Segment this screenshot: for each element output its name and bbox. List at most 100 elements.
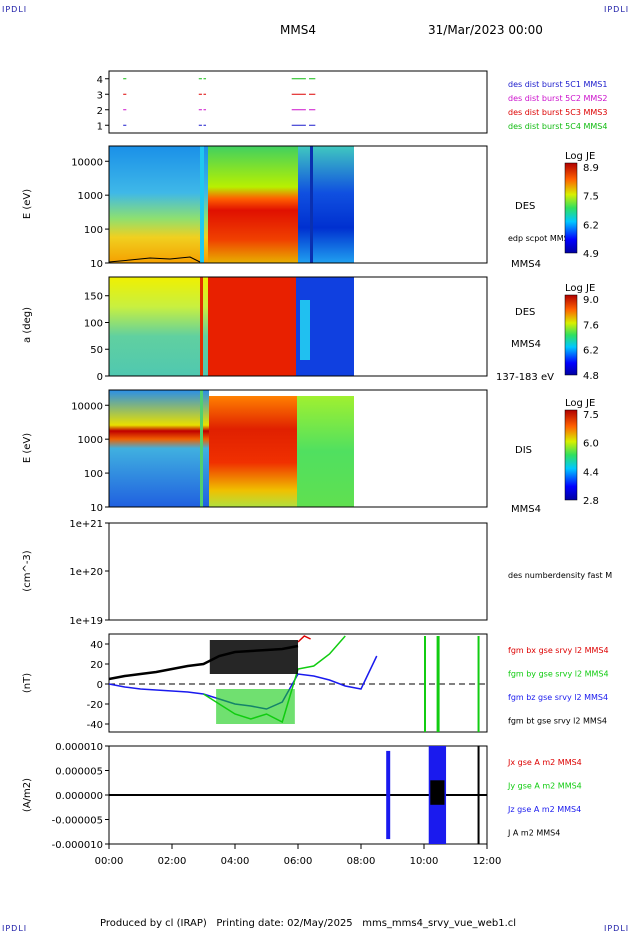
y-tick-label: 0.000000 — [55, 791, 103, 802]
corner-label-top-left: IPDLI — [2, 5, 28, 14]
spacecraft-title: MMS4 — [280, 23, 316, 37]
y-tick-label: 3 — [97, 90, 103, 101]
pa-stripe — [200, 277, 203, 376]
y-tick-label: -20 — [87, 700, 103, 711]
current-legend-entry: Jz gse A m2 MMS4 — [507, 805, 581, 814]
colorbar-tick: 6.2 — [583, 220, 599, 231]
colorbar-tick: 8.9 — [583, 163, 599, 174]
y-tick-label: 0 — [97, 680, 103, 691]
by-noise-band — [216, 689, 295, 724]
bfield-y-ticks: -40 -20 0 20 40 — [87, 640, 109, 731]
colorbar-tick: 2.8 — [583, 496, 599, 507]
footer-producer: Produced by cl (IRAP) Printing date: 02/… — [100, 918, 516, 929]
des-e-frame — [108, 145, 488, 264]
current-panel: -0.000010 -0.000005 0.000000 0.000005 0.0000… — [52, 742, 488, 851]
time-axis: 00:00 02:00 04:00 06:00 08:00 10:00 12:00 — [95, 844, 502, 867]
x-tick-label: 04:00 — [221, 856, 250, 867]
burst-y-ticks: 1 2 3 4 — [97, 75, 109, 132]
y-tick-label: 10 — [90, 259, 103, 270]
colorbar-tick: 4.9 — [583, 249, 599, 260]
y-axis-label: (A/m2) — [22, 778, 33, 812]
burst-legend-entry: des dist burst 5C1 MMS1 — [508, 80, 607, 89]
y-tick-label: 0 — [97, 372, 103, 383]
scpot-trace — [108, 256, 201, 263]
current-marks — [109, 746, 487, 844]
right-side-labels: DES edp scpot MMS4 MMS4 DES MMS4 137-183 eV DI… — [496, 201, 612, 838]
y-axis-labels: E (eV) a (deg) E (eV) (cm^-3) (nT) (A/m2) — [22, 189, 33, 812]
j-burst — [430, 780, 445, 805]
des-e-stripe — [200, 146, 204, 263]
des-e-label: DES — [515, 201, 535, 212]
y-tick-label: 40 — [90, 640, 103, 651]
burst-intervals — [123, 78, 316, 126]
y-tick-label: 1e+21 — [69, 519, 103, 530]
x-tick-label: 08:00 — [347, 856, 376, 867]
bfield-frame — [108, 633, 488, 733]
des-pitch-panel: 0 50 100 150 — [84, 276, 488, 383]
colorbar — [564, 294, 578, 376]
x-tick-label: 10:00 — [410, 856, 439, 867]
dis-frame — [108, 389, 488, 508]
y-tick-label: 150 — [84, 292, 103, 303]
density-legend: des numberdensity fast M — [508, 571, 612, 580]
colorbar-tick: 7.5 — [583, 192, 599, 203]
y-tick-label: 1e+20 — [69, 567, 103, 578]
current-y-ticks: -0.000010 -0.000005 0.000000 0.000005 0.0000… — [52, 742, 109, 851]
des-e-late-region — [298, 146, 354, 263]
bfield-legend-entry: fgm bt gse srvy l2 MMS4 — [508, 717, 607, 726]
pa-energy-label: 137-183 eV — [496, 372, 554, 383]
y-tick-label: -0.000005 — [52, 816, 103, 827]
colorbar — [564, 162, 578, 254]
dis-late-region — [297, 396, 354, 507]
y-tick-label: 4 — [97, 75, 103, 86]
bfield-panel: -40 -20 0 20 40 — [87, 633, 488, 733]
y-tick-label: 1e+19 — [69, 616, 103, 627]
burst-frame — [108, 70, 488, 134]
y-tick-label: 100 — [84, 225, 103, 236]
y-tick-label: 1000 — [78, 191, 103, 202]
footer-printing-date: Printing date: 02/May/2025 — [216, 918, 353, 929]
current-legend-entry: Jy gse A m2 MMS4 — [507, 782, 582, 791]
pa-label: DES — [515, 307, 535, 318]
y-tick-label: 1 — [97, 121, 103, 132]
by-spike2 — [436, 636, 440, 732]
y-tick-label: 20 — [90, 660, 103, 671]
scpot-label: edp scpot MMS4 — [508, 234, 574, 243]
density-y-ticks: 1e+19 1e+20 1e+21 — [69, 519, 109, 627]
burst-legend-entry: des dist burst 5C4 MMS4 — [508, 122, 607, 131]
pa-y-ticks: 0 50 100 150 — [84, 292, 109, 383]
bfield-legend-entry: fgm bz gse srvy l2 MMS4 — [508, 693, 608, 702]
current-legend-entry: Jx gse A m2 MMS4 — [507, 758, 582, 767]
pa-heated-region — [208, 277, 296, 376]
y-axis-label: E (eV) — [22, 433, 33, 463]
colorbar-title: Log JE — [565, 283, 595, 294]
burst-legend-entry: des dist burst 5C2 MMS2 — [508, 94, 607, 103]
colorbar-tick: 6.2 — [583, 346, 599, 357]
des-e-heated-region — [208, 146, 298, 263]
j-spike — [477, 746, 480, 844]
x-tick-label: 12:00 — [473, 856, 502, 867]
dis-energy-panel: 10 100 1000 10000 — [71, 389, 488, 514]
colorbar-tick: 4.4 — [583, 467, 599, 478]
des-e-mms-label: MMS4 — [511, 259, 541, 270]
dis-mms-label: MMS4 — [511, 504, 541, 515]
footer-produced-by: Produced by cl (IRAP) — [100, 918, 207, 929]
density-frame — [108, 522, 488, 621]
corner-label-bottom-right: IPDLI — [604, 924, 630, 933]
pa-frame — [108, 276, 488, 377]
y-tick-label: 10000 — [71, 157, 103, 168]
dis-label: DIS — [515, 445, 532, 456]
bfield-legend-entry: fgm bx gse srvy l2 MMS4 — [508, 646, 609, 655]
y-tick-label: 0.000005 — [55, 767, 103, 778]
y-tick-label: 50 — [90, 345, 103, 356]
burst-panel: 1 2 3 4 des dist burst 5C1 MMS1 des dist bur… — [97, 70, 607, 134]
pa-late-stripe — [300, 300, 310, 360]
y-tick-label: 100 — [84, 318, 103, 329]
x-tick-label: 00:00 — [95, 856, 124, 867]
y-tick-label: 2 — [97, 106, 103, 117]
x-tick-label: 02:00 — [158, 856, 187, 867]
dis-heated-region — [209, 396, 297, 507]
colorbar-title: Log JE — [565, 151, 595, 162]
